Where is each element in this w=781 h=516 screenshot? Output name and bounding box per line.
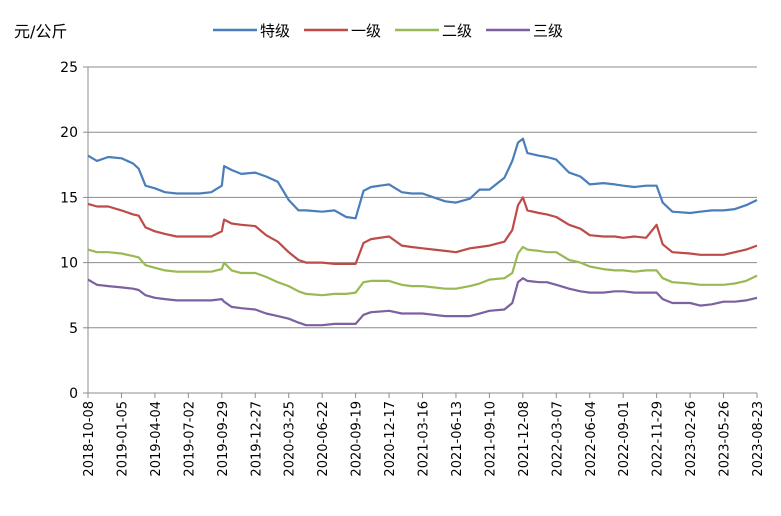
x-tick-label: 2018-10-08	[82, 401, 97, 477]
x-tick-label: 2019-07-02	[182, 401, 197, 477]
series-lines	[87, 137, 758, 327]
x-tick-label: 2021-03-16	[417, 401, 432, 477]
y-axis-ticks: 0 5 10 15 20 25	[60, 60, 88, 402]
x-tick-label: 2019-09-29	[216, 401, 231, 477]
legend-label: 特级	[260, 22, 290, 40]
series-line-2	[87, 196, 758, 265]
y-tick-label: 25	[60, 60, 78, 76]
series-line-4	[87, 277, 758, 327]
axes	[87, 67, 757, 394]
y-axis-unit-label: 元/公斤	[14, 22, 68, 41]
gridlines	[88, 66, 757, 329]
x-tick-label: 2022-09-01	[617, 401, 632, 477]
x-tick-label: 2022-11-29	[651, 401, 666, 477]
x-tick-label: 2020-09-19	[350, 401, 365, 477]
x-tick-label: 2019-12-27	[249, 401, 264, 477]
x-tick-label: 2022-03-07	[550, 401, 565, 477]
x-tick-label: 2023-02-26	[684, 401, 699, 477]
x-tick-label: 2020-03-25	[283, 401, 298, 477]
y-tick-label: 20	[60, 125, 78, 141]
x-tick-label: 2019-01-05	[115, 401, 130, 477]
x-axis-ticks: 2018-10-08 2019-01-05 2019-04-04 2019-07-02…	[82, 393, 766, 477]
x-tick-label: 2021-12-08	[517, 401, 532, 477]
y-tick-label: 15	[60, 190, 78, 206]
x-tick-label: 2019-04-04	[149, 401, 164, 477]
x-tick-label: 2021-06-13	[450, 401, 465, 477]
legend-label: 一级	[351, 22, 381, 40]
y-tick-label: 5	[69, 321, 78, 337]
legend-label: 三级	[533, 22, 563, 40]
x-tick-label: 2023-05-26	[718, 401, 733, 477]
y-tick-label: 0	[69, 386, 78, 402]
x-tick-label: 2020-12-17	[383, 401, 398, 477]
y-tick-label: 10	[60, 256, 78, 272]
series-line-1	[87, 137, 758, 220]
x-tick-label: 2021-09-10	[483, 401, 498, 477]
series-line-3	[87, 245, 758, 297]
x-tick-label: 2023-08-23	[751, 401, 766, 477]
legend: 特级 一级 二级 三级	[213, 22, 563, 40]
x-tick-label: 2020-06-22	[316, 401, 331, 477]
legend-label: 二级	[442, 22, 472, 40]
x-tick-label: 2022-06-04	[584, 401, 599, 477]
